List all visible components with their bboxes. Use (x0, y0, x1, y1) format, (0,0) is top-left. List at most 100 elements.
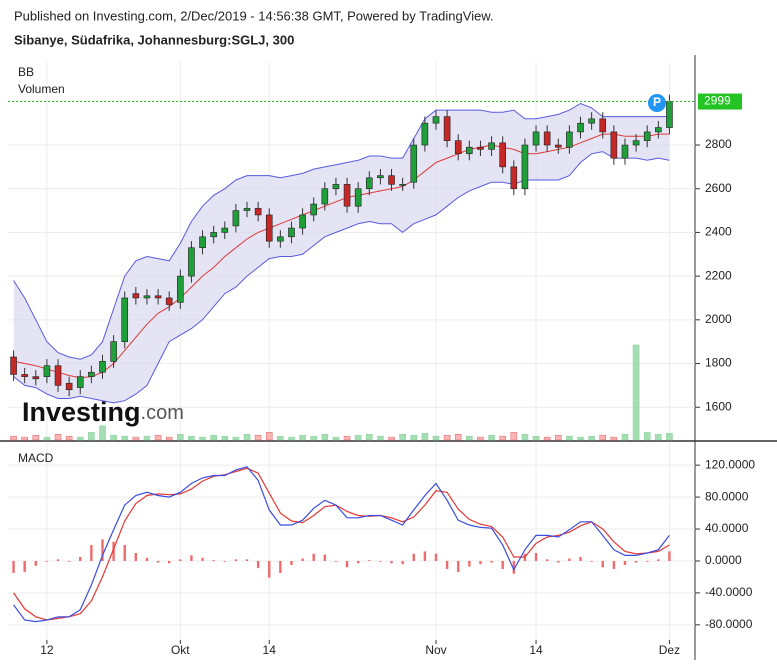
last-price-label: 2999 (704, 94, 731, 108)
y-tick-label: 2400 (705, 225, 732, 239)
candle-body (666, 101, 673, 128)
volume-bar (432, 435, 440, 441)
panel-title: MACD (18, 451, 54, 465)
candle-body (143, 295, 151, 299)
candle-body (410, 144, 418, 183)
histogram-bar (634, 560, 638, 563)
volume-bar (254, 434, 262, 441)
candle-body (88, 371, 95, 377)
candle-body (421, 122, 429, 146)
volume-bar (321, 433, 329, 441)
bb-middle (13, 133, 670, 379)
candle-body (265, 214, 273, 242)
candle-body (521, 144, 529, 190)
volume-bar (488, 434, 495, 441)
histogram-bar (323, 554, 327, 561)
candle-body (232, 210, 240, 227)
candle-body (365, 177, 373, 190)
volume-bar (666, 433, 673, 441)
macd-line (13, 466, 670, 623)
histogram-bar (223, 560, 226, 562)
histogram-bar (568, 558, 571, 561)
volume-bar (265, 432, 273, 441)
volume-bar (277, 435, 284, 441)
y-tick-label: 2200 (705, 268, 732, 282)
histogram-bar (345, 560, 349, 568)
candle-body (443, 116, 451, 141)
histogram-bar (290, 560, 293, 565)
histogram-bar (434, 553, 438, 561)
histogram-bar (379, 560, 382, 562)
volume-bar (588, 435, 595, 441)
candle-body (177, 275, 184, 303)
candle-body (277, 236, 284, 242)
histogram-bar (668, 551, 671, 561)
candle-body (32, 376, 40, 380)
volume-bar (577, 436, 584, 441)
candle-body (554, 144, 562, 148)
y-tick-label: 1600 (705, 399, 732, 413)
marker-label: P (653, 95, 661, 109)
watermark-text: Investing (22, 397, 141, 427)
volume-bar (410, 434, 418, 441)
histogram-bar (145, 557, 149, 561)
volume-bar (354, 434, 362, 441)
volume-bar (188, 435, 195, 441)
volume-bar (121, 435, 129, 441)
histogram-bar (123, 544, 126, 561)
volume-bar (443, 434, 451, 441)
x-tick-label: Okt (171, 643, 190, 657)
volume-bar (643, 432, 651, 441)
candle-body (221, 227, 229, 233)
volume-bar (388, 436, 395, 441)
candle-body (132, 293, 140, 299)
bb-lower (13, 151, 670, 404)
histogram-bar (545, 559, 549, 561)
histogram-bar (501, 560, 504, 569)
volume-bar (610, 436, 618, 441)
volume-bar (76, 436, 84, 441)
candle-body (110, 341, 117, 362)
candle-body (99, 361, 106, 373)
candle-body (188, 247, 195, 277)
histogram-bar (423, 551, 427, 561)
volume-bar (655, 433, 662, 441)
histogram-bar (268, 560, 271, 578)
candle-body (610, 131, 618, 159)
candle-body (210, 232, 217, 238)
candle-body (543, 131, 551, 146)
histogram-bar (12, 560, 15, 573)
candle-body (299, 214, 306, 229)
histogram-bar (557, 560, 560, 563)
volume-bar (377, 435, 384, 441)
histogram-bar (623, 560, 627, 565)
volume-bar (310, 435, 318, 441)
volume-bar (154, 434, 162, 441)
volume-bar (65, 435, 73, 441)
histogram-bar (90, 544, 93, 561)
volume-bar (32, 434, 40, 441)
candle-body (454, 140, 462, 155)
candle-body (65, 382, 73, 391)
histogram-bar (45, 560, 49, 562)
candle-body (632, 140, 640, 146)
volume-bar (177, 433, 184, 441)
histogram-bar (356, 560, 360, 564)
last-price-box (698, 93, 742, 110)
marker-icon (648, 94, 666, 112)
volume-bar (343, 435, 351, 441)
histogram-bar (101, 539, 104, 561)
y-tick-label: 2800 (705, 137, 732, 151)
histogram-bar (445, 560, 449, 569)
histogram-bar (167, 560, 171, 564)
y-tick-label: 2600 (705, 181, 732, 195)
candle-body (399, 184, 406, 186)
histogram-bar (134, 552, 138, 561)
volume-bar (243, 433, 251, 441)
volume-bar (210, 434, 217, 441)
candle-body (310, 203, 318, 216)
histogram-bar (579, 556, 582, 561)
volume-bar (510, 432, 518, 441)
signal-line (13, 467, 670, 621)
